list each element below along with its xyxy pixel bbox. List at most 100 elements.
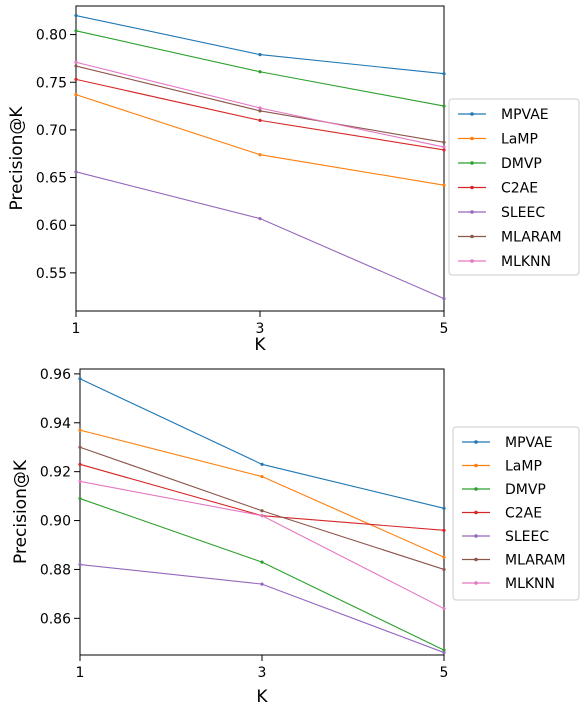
legend: MPVAE LaMP DMVP C2AE SLEEC MLARAM MLKNN bbox=[452, 426, 580, 601]
data-point-mpvae bbox=[442, 506, 446, 510]
legend-swatch-marker bbox=[470, 112, 474, 116]
legend-item-mlknn: MLKNN bbox=[458, 254, 551, 270]
legend-swatch-marker bbox=[470, 210, 474, 214]
legend-item-sleec: SLEEC bbox=[458, 205, 545, 221]
legend-item-mlknn: MLKNN bbox=[462, 576, 555, 592]
legend-label-sleec: SLEEC bbox=[501, 205, 545, 221]
legend-label-lamp: LaMP bbox=[505, 459, 542, 475]
y-tick-label: 0.88 bbox=[40, 562, 71, 578]
data-point-lamp bbox=[258, 153, 262, 157]
data-point-sleec bbox=[260, 582, 264, 586]
legend-label-sleec: SLEEC bbox=[505, 529, 549, 545]
legend-swatch-marker bbox=[474, 510, 478, 515]
data-point-lamp bbox=[78, 428, 82, 432]
data-point-mlknn bbox=[260, 514, 264, 518]
series-line-mlknn bbox=[79, 480, 445, 610]
data-point-dmvp bbox=[78, 496, 82, 501]
data-point-mlaram bbox=[258, 109, 262, 113]
data-point-dmvp bbox=[258, 70, 262, 74]
data-point-mpvae bbox=[260, 462, 264, 466]
y-tick-label: 0.90 bbox=[40, 514, 71, 530]
data-point-c2ae bbox=[442, 528, 446, 532]
data-point-sleec bbox=[74, 170, 78, 174]
legend-swatch-marker bbox=[474, 534, 478, 538]
data-point-mlknn bbox=[442, 145, 446, 149]
data-point-dmvp bbox=[442, 648, 446, 652]
x-tick-label: 5 bbox=[440, 321, 449, 337]
legend-swatch-marker bbox=[470, 185, 474, 190]
legend-swatch-marker bbox=[474, 440, 478, 444]
series-line-sleec bbox=[79, 564, 445, 654]
data-point-c2ae bbox=[258, 118, 262, 122]
data-point-dmvp bbox=[442, 104, 446, 108]
legend-item-mpvae: MPVAE bbox=[462, 435, 553, 451]
data-point-sleec bbox=[442, 297, 446, 301]
series-line-c2ae bbox=[75, 78, 445, 151]
legend-swatch-marker bbox=[470, 259, 474, 263]
data-point-lamp bbox=[442, 555, 446, 559]
legend-label-dmvp: DMVP bbox=[505, 482, 546, 498]
chart-bottom: 1 3 5 0.86 0.88 0.90 0.92 0.94 0.96 K Precision@K M… bbox=[11, 367, 580, 707]
x-tick-label: 3 bbox=[256, 321, 265, 337]
series-line-mlaram bbox=[75, 65, 445, 143]
y-tick-label: 0.94 bbox=[40, 416, 71, 432]
legend-box bbox=[448, 98, 580, 276]
data-point-sleec bbox=[78, 562, 82, 567]
y-tick-label: 0.70 bbox=[36, 123, 67, 139]
legend-label-dmvp: DMVP bbox=[501, 156, 542, 172]
legend-swatch-marker bbox=[470, 161, 474, 165]
data-point-c2ae bbox=[442, 148, 446, 152]
y-tick-label: 0.65 bbox=[36, 171, 67, 187]
legend-swatch-marker bbox=[474, 557, 478, 562]
legend-item-dmvp: DMVP bbox=[462, 482, 546, 498]
legend-item-c2ae: C2AE bbox=[462, 506, 542, 522]
data-point-mlaram bbox=[74, 64, 78, 68]
legend-item-mlaram: MLARAM bbox=[462, 553, 566, 569]
series-line-mpvae bbox=[75, 14, 445, 75]
legend-label-mlknn: MLKNN bbox=[505, 576, 555, 592]
data-point-lamp bbox=[74, 93, 78, 97]
data-point-sleec bbox=[258, 216, 262, 221]
legend-label-lamp: LaMP bbox=[501, 132, 538, 148]
series-line-sleec bbox=[75, 171, 445, 300]
legend-item-dmvp: DMVP bbox=[458, 156, 542, 172]
data-point-mlknn bbox=[258, 106, 262, 110]
x-tick-label: 1 bbox=[76, 665, 85, 681]
y-tick-label: 0.55 bbox=[36, 266, 67, 282]
legend-swatch-marker bbox=[470, 136, 474, 141]
legend-swatch-marker bbox=[474, 463, 478, 468]
data-point-dmvp bbox=[74, 29, 78, 33]
legend-label-mpvae: MPVAE bbox=[501, 107, 549, 123]
data-point-mlaram bbox=[442, 140, 446, 144]
legend-item-sleec: SLEEC bbox=[462, 529, 549, 545]
data-point-mlknn bbox=[78, 479, 82, 484]
data-point-mpvae bbox=[78, 377, 82, 381]
y-axis-label: Precision@K bbox=[7, 106, 27, 211]
data-point-mpvae bbox=[258, 53, 262, 57]
legend-label-mlaram: MLARAM bbox=[501, 230, 562, 246]
y-tick-label: 0.86 bbox=[40, 611, 71, 627]
legend-item-mpvae: MPVAE bbox=[458, 107, 549, 123]
series-line-lamp bbox=[79, 429, 445, 558]
data-point-mlaram bbox=[442, 567, 446, 572]
y-tick-label: 0.92 bbox=[40, 465, 71, 481]
legend-item-lamp: LaMP bbox=[458, 132, 538, 148]
legend-label-mpvae: MPVAE bbox=[505, 435, 553, 451]
data-point-c2ae bbox=[74, 77, 78, 81]
y-tick-label: 0.75 bbox=[36, 75, 67, 91]
data-point-mpvae bbox=[74, 13, 78, 18]
chart-top: 1 3 5 0.55 0.60 0.65 0.70 0.75 0.80 K Precision@K M… bbox=[7, 5, 580, 355]
legend-item-mlaram: MLARAM bbox=[458, 230, 562, 246]
x-axis-label: K bbox=[254, 335, 266, 355]
data-point-lamp bbox=[260, 474, 264, 479]
legend-item-c2ae: C2AE bbox=[458, 181, 538, 197]
y-tick-label: 0.80 bbox=[36, 28, 67, 44]
x-axis-label: K bbox=[256, 687, 268, 707]
plot-frame bbox=[75, 5, 445, 312]
series-line-dmvp bbox=[79, 498, 445, 651]
legend-label-mlaram: MLARAM bbox=[505, 553, 566, 569]
legend-swatch-marker bbox=[470, 234, 474, 239]
legend-box bbox=[452, 426, 580, 601]
series-line-c2ae bbox=[79, 463, 445, 531]
data-point-c2ae bbox=[78, 462, 82, 466]
